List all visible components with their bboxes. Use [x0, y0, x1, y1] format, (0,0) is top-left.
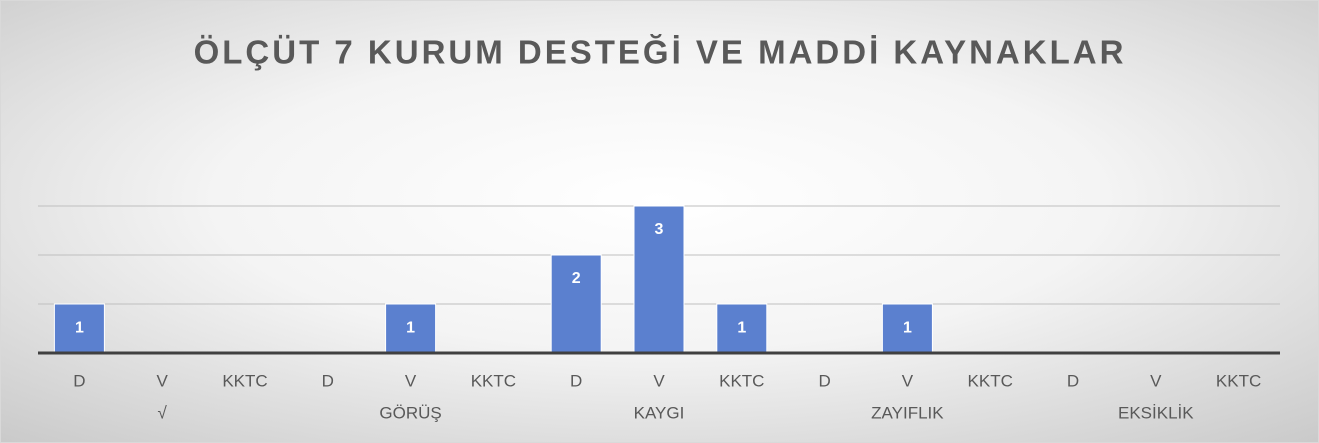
bar	[53, 303, 105, 354]
group-label: √	[158, 403, 168, 422]
x-tick-label: D	[322, 371, 334, 390]
x-tick-label: KKTC	[222, 371, 267, 390]
bar	[881, 303, 933, 354]
chart-title: ÖLÇÜT 7 KURUM DESTEĞİ VE MADDİ KAYNAKLAR	[194, 34, 1127, 71]
x-tick-label: KKTC	[471, 371, 516, 390]
data-label: 1	[903, 320, 912, 337]
x-tick-label: D	[73, 371, 85, 390]
x-tick-label: D	[570, 371, 582, 390]
x-tick-label: V	[902, 371, 914, 390]
group-label: ZAYIFLIK	[871, 403, 944, 422]
x-tick-label: D	[818, 371, 830, 390]
data-label: 1	[406, 320, 415, 337]
x-tick-label: KKTC	[719, 371, 764, 390]
data-label: 2	[572, 270, 581, 287]
x-tick-label: D	[1067, 371, 1079, 390]
x-tick-label: V	[157, 371, 169, 390]
bar	[385, 303, 437, 354]
group-label: EKSİKLİK	[1118, 403, 1194, 422]
x-tick-label: KKTC	[968, 371, 1013, 390]
x-tick-label: V	[405, 371, 417, 390]
group-label: GÖRÜŞ	[379, 403, 441, 422]
group-label: KAYGI	[634, 403, 685, 422]
data-label: 1	[737, 320, 746, 337]
x-tick-label: V	[653, 371, 665, 390]
x-tick-label: V	[1150, 371, 1162, 390]
data-label: 3	[655, 221, 664, 238]
x-tick-label: KKTC	[1216, 371, 1261, 390]
data-label: 1	[75, 320, 84, 337]
